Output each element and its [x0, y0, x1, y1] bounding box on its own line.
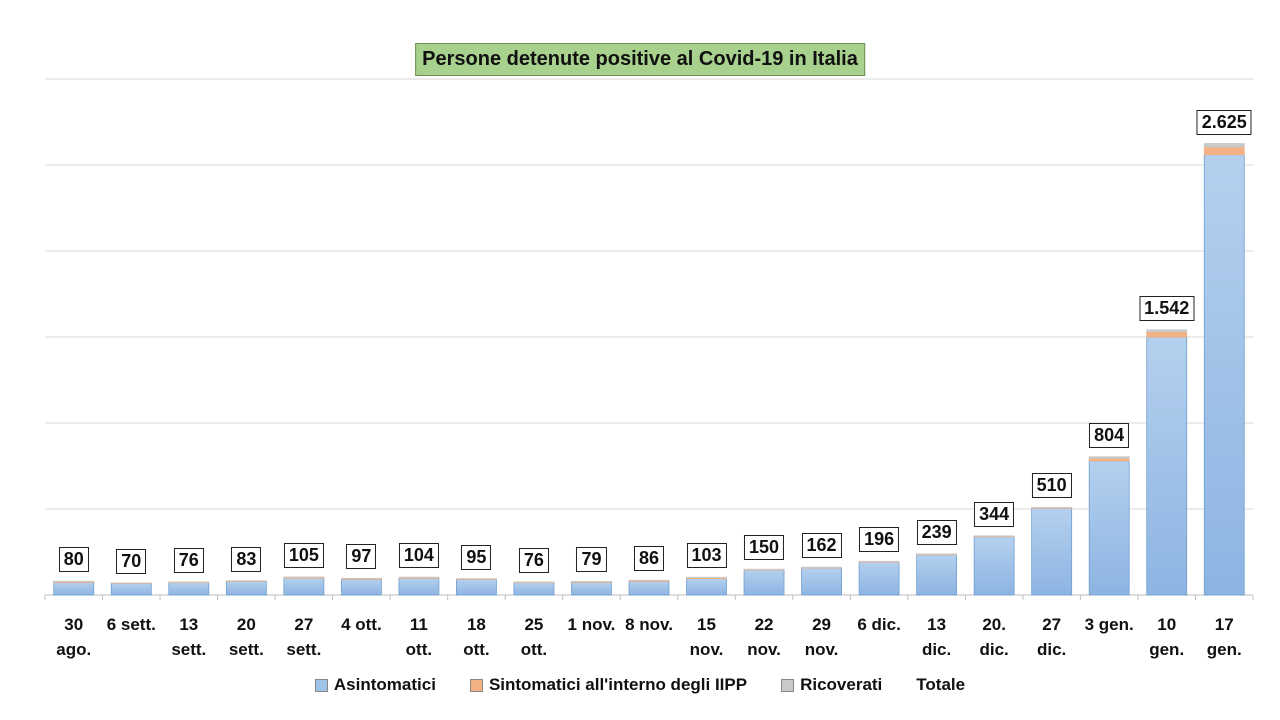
data-label: 76: [173, 547, 204, 573]
bar-segment: [283, 577, 325, 596]
x-tick-label: 3 gen.: [1084, 615, 1134, 634]
data-label: 76: [518, 547, 549, 573]
data-label: 344: [974, 501, 1015, 527]
bar-segment: [858, 561, 900, 596]
bar-segment: [628, 581, 670, 596]
x-tick-label: 6 sett.: [106, 615, 156, 634]
data-label: 104: [398, 543, 439, 569]
bar-segment: [1031, 506, 1073, 509]
legend-swatch: [781, 678, 795, 692]
data-label: 804: [1089, 422, 1130, 448]
bar-segment: [1203, 154, 1245, 596]
bar-segment: [1203, 143, 1245, 148]
x-tick-label: 30 ago.: [56, 615, 92, 659]
x-tick-label: 27 sett.: [286, 615, 322, 659]
x-tick-label: 18 ott.: [463, 615, 490, 659]
bar-segment: [340, 578, 382, 596]
data-label: 150: [744, 535, 785, 561]
x-tick-label: 29 nov.: [804, 615, 839, 659]
bar-segment: [1146, 336, 1188, 596]
x-tick-label: 6 dic.: [857, 615, 901, 634]
data-label: 1.542: [1139, 295, 1195, 321]
data-label: 103: [686, 543, 727, 569]
bar-segment: [398, 577, 440, 596]
x-tick-label: 13 dic.: [921, 615, 952, 659]
legend-swatch: [314, 678, 328, 692]
legend-label: Asintomatici: [333, 675, 436, 694]
x-tick-label: 11 ott.: [405, 615, 433, 659]
x-tick-label: 1 nov.: [567, 615, 616, 634]
data-label: 510: [1031, 473, 1072, 499]
legend-swatch: [469, 678, 483, 692]
bar-segment: [1203, 146, 1245, 156]
data-label: 105: [283, 542, 324, 568]
bar-segment: [110, 583, 152, 596]
bar-segment: [1088, 457, 1130, 462]
data-label: 2.625: [1196, 109, 1252, 135]
x-tick-label: 10 gen.: [1149, 615, 1185, 659]
legend-label: Sintomatici all'interno degli IIPP: [488, 675, 748, 694]
legend: Asintomatici Sintomatici all'interno degl…: [0, 675, 1280, 695]
legend-label: Ricoverati: [800, 675, 883, 694]
bar-segment: [53, 582, 95, 596]
legend-item: Ricoverati: [781, 675, 882, 695]
data-label: 80: [58, 547, 89, 573]
x-tick-label: 22 nov.: [747, 615, 781, 659]
bar-segment: [1146, 329, 1188, 333]
bar-segment: [1088, 456, 1130, 459]
legend-item: Totale: [916, 675, 965, 695]
data-label: 196: [859, 527, 900, 553]
legend-item: Asintomatici: [314, 675, 436, 695]
x-tick-label: 20 sett.: [228, 615, 264, 659]
data-label: 86: [633, 546, 665, 572]
bar-segment: [1088, 460, 1130, 596]
bar-segment: [686, 578, 727, 596]
x-tick-label: 15 nov.: [689, 615, 724, 659]
bar-segment: [1146, 331, 1188, 338]
chart-title: Persone detenute positive al Covid-19 in…: [415, 43, 865, 76]
data-label: 239: [916, 519, 957, 545]
bar-segment: [168, 582, 210, 596]
bar-segment: [916, 554, 958, 596]
x-tick-label: 25 ott.: [520, 615, 548, 659]
data-label: 83: [231, 546, 262, 572]
bar-segment: [743, 569, 785, 596]
x-tick-label: 8 nov.: [625, 615, 673, 634]
bar-segment: [571, 582, 612, 596]
bar-segment: [456, 578, 497, 596]
data-label: 97: [346, 544, 377, 570]
x-tick-label: 4 ott.: [341, 615, 382, 634]
bar-segment: [801, 567, 842, 596]
data-label: 70: [116, 548, 147, 574]
bar-segment: [225, 581, 267, 596]
legend-label: Totale: [916, 675, 966, 694]
data-label: 79: [576, 547, 607, 573]
x-tick-label: 17 gen.: [1206, 615, 1242, 659]
bar-segment: [513, 582, 555, 596]
data-label: 162: [801, 533, 842, 559]
data-label: 95: [461, 544, 492, 570]
x-tick-label: 27 dic.: [1037, 615, 1067, 659]
bar-segment: [1031, 507, 1073, 596]
legend-item: Sintomatici all'interno degli IIPP: [469, 675, 748, 695]
x-tick-label: 13 sett.: [171, 615, 207, 659]
x-tick-label: 20. dic.: [979, 615, 1009, 659]
bar-segment: [973, 536, 1015, 596]
